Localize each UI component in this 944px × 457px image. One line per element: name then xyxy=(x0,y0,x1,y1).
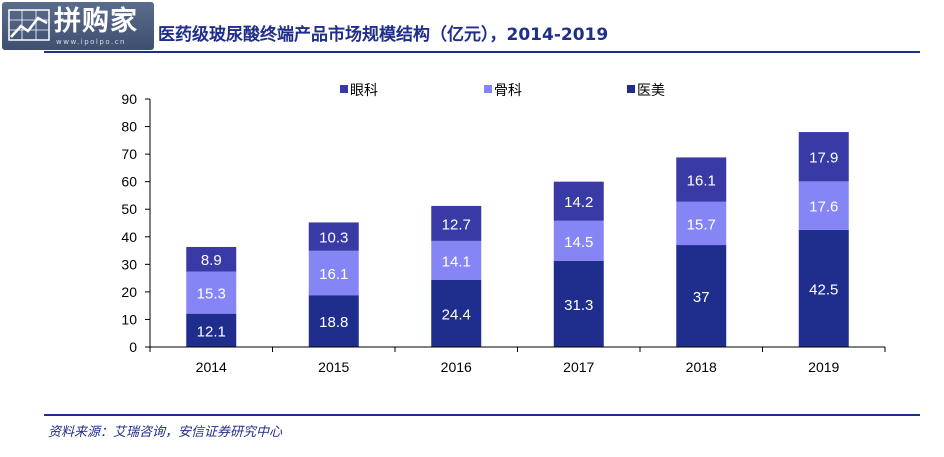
y-tick-label: 60 xyxy=(121,174,137,190)
x-tick-label: 2016 xyxy=(441,359,472,375)
x-tick-label: 2014 xyxy=(196,359,227,375)
data-label: 16.1 xyxy=(687,173,716,190)
legend-label: 骨科 xyxy=(494,82,522,98)
data-label: 18.8 xyxy=(319,314,348,331)
y-tick-label: 10 xyxy=(121,311,137,327)
legend-swatch xyxy=(340,85,348,93)
bar-segment xyxy=(553,181,604,221)
bar-segment xyxy=(798,181,849,230)
data-label: 17.6 xyxy=(809,199,838,216)
legend-label: 眼科 xyxy=(350,82,378,98)
bar-segment xyxy=(431,205,482,241)
watermark-url: www.ipolpo.cn xyxy=(56,38,126,46)
y-tick-label: 20 xyxy=(121,284,137,300)
legend-swatch xyxy=(484,85,492,93)
data-label: 31.3 xyxy=(564,297,593,314)
footer-rule xyxy=(44,414,920,416)
y-tick-label: 50 xyxy=(121,201,137,217)
bar-segment xyxy=(553,220,604,261)
data-label: 17.9 xyxy=(809,150,838,167)
data-label: 8.9 xyxy=(201,252,222,269)
data-label: 14.2 xyxy=(564,194,593,211)
data-label: 16.1 xyxy=(319,266,348,283)
chart-trend-icon xyxy=(8,9,50,41)
legend-label: 医美 xyxy=(637,82,665,98)
x-tick-label: 2015 xyxy=(318,359,349,375)
y-tick-label: 90 xyxy=(121,91,137,107)
data-label: 15.7 xyxy=(687,216,716,233)
x-tick-label: 2017 xyxy=(563,359,594,375)
bar-segment xyxy=(431,240,482,280)
chart-legend: 眼科 骨科 医美 xyxy=(340,82,665,98)
y-tick-label: 40 xyxy=(121,229,137,245)
data-label: 10.3 xyxy=(319,230,348,247)
legend-swatch xyxy=(627,85,635,93)
y-tick-label: 30 xyxy=(121,256,137,272)
bar-segment xyxy=(676,201,727,246)
watermark-logo: 拼购家 www.ipolpo.cn xyxy=(2,2,154,50)
bar-segment xyxy=(308,222,359,251)
bar-segment xyxy=(308,295,359,347)
source-note: 资料来源：艾瑞咨询，安信证券研究中心 xyxy=(48,425,283,440)
bar-segment xyxy=(553,260,604,347)
watermark-text: 拼购家 xyxy=(54,6,138,37)
bar-segment xyxy=(186,271,237,314)
bar-segment xyxy=(186,246,237,272)
bar-group: 12.1 15.3 8.9 18.8 16.1 10.3 24.4 14.1 12.7 31.3 1… xyxy=(186,132,849,347)
x-tick-label: 2018 xyxy=(686,359,717,375)
data-label: 14.1 xyxy=(442,253,471,270)
y-axis: 0 10 20 30 40 50 60 70 80 90 xyxy=(121,91,151,355)
bar-segment xyxy=(676,245,727,347)
bar-segment xyxy=(798,229,849,347)
x-tick-label: 2019 xyxy=(808,359,839,375)
data-label: 24.4 xyxy=(442,306,471,323)
page-title: 医药级玻尿酸终端产品市场规模结构（亿元），2014-2019 xyxy=(158,25,609,45)
data-label: 42.5 xyxy=(809,281,838,298)
data-label: 14.5 xyxy=(564,234,593,251)
stacked-bar-chart: 眼科 骨科 医美 0 10 20 30 40 50 60 70 80 90 12.1 15.3 8.9 18… xyxy=(121,82,886,375)
x-axis: 2014 2015 2016 2017 2018 2019 xyxy=(149,346,886,375)
data-label: 37 xyxy=(693,289,710,306)
data-label: 12.7 xyxy=(442,216,471,233)
bar-segment xyxy=(186,313,237,347)
bar-segment xyxy=(676,157,727,202)
header-rule xyxy=(44,51,920,53)
bar-segment xyxy=(308,250,359,296)
data-label: 12.1 xyxy=(197,323,226,340)
y-tick-label: 0 xyxy=(129,339,137,355)
bar-segment xyxy=(431,279,482,347)
data-label: 15.3 xyxy=(197,286,226,303)
y-tick-label: 80 xyxy=(121,119,137,135)
bar-segment xyxy=(798,132,849,182)
y-tick-label: 70 xyxy=(121,146,137,162)
